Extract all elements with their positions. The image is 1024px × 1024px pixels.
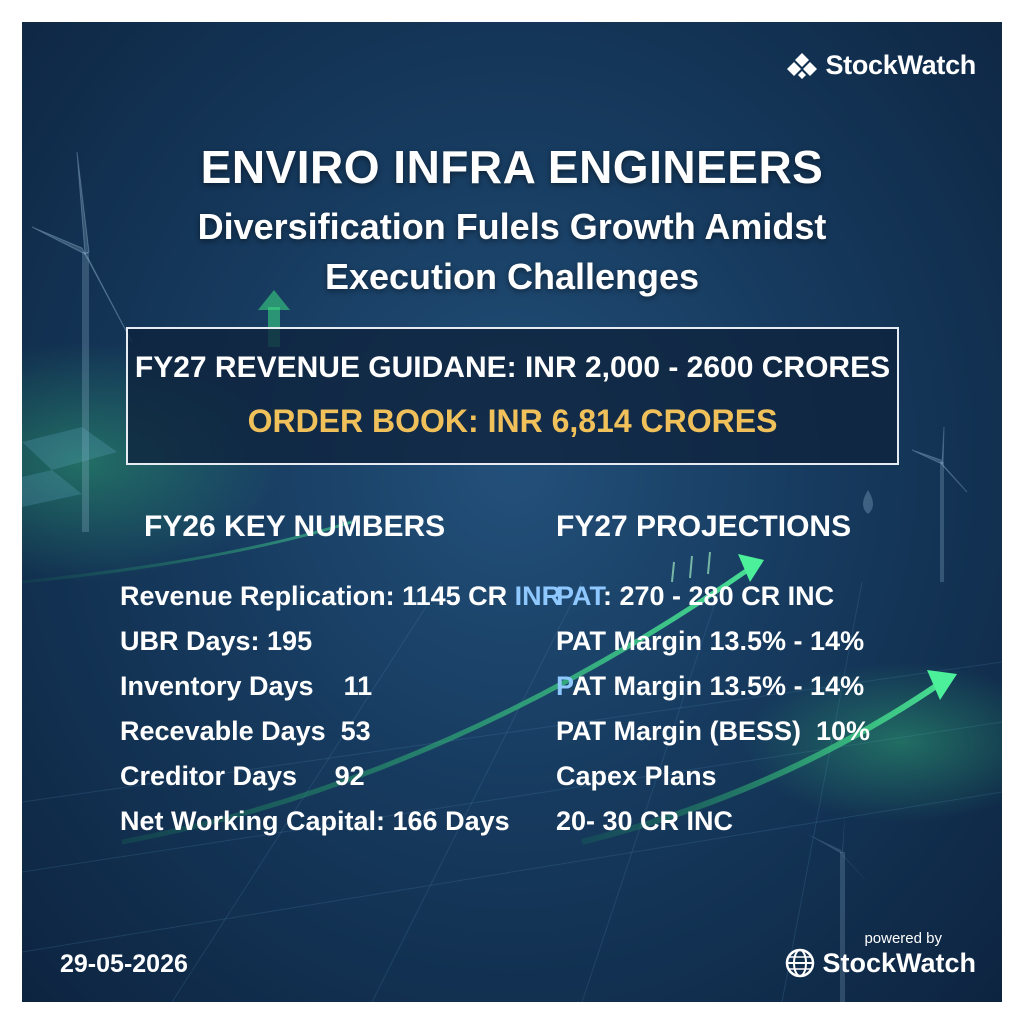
revenue-guidance: FY27 REVENUE GUIDANE: INR 2,000 - 2600 C… [134, 351, 891, 384]
list-item: Net Working Capital: 166 Days [120, 806, 510, 836]
infographic-card: StockWatch ENVIRO INFRA ENGINEERS Divers… [22, 22, 1002, 1002]
list-item: Creditor Days 92 [120, 761, 365, 791]
wind-turbine-icon [31, 151, 133, 532]
subtitle-line-2: Execution Challenges [324, 256, 700, 297]
growth-arrow-icon [22, 520, 957, 845]
list-item: UBR Days: 195 [120, 626, 313, 656]
small-arrows-icon [671, 551, 711, 583]
brand-logo: StockWatch [787, 50, 976, 81]
page-subtitle: Diversification Fulels Growth Amidst Exe… [22, 202, 1002, 302]
brand-name: StockWatch [825, 50, 976, 80]
wind-turbine-bottom-icon [807, 812, 872, 1002]
solar-panel-icon [22, 427, 117, 507]
list-item: PAT: 270 - 280 CR INC [556, 581, 835, 611]
list-item: Inventory Days 11 [120, 671, 373, 701]
page-title: ENVIRO INFRA ENGINEERS [200, 141, 824, 193]
fy26-heading: FY26 KEY NUMBERS [144, 510, 446, 543]
list-item: Recevable Days 53 [120, 716, 371, 746]
order-book: ORDER BOOK: INR 6,814 CRORES [247, 403, 778, 439]
list-item: Revenue Replication: 1145 CR INR [120, 581, 562, 611]
powered-by-badge: powered by StockWatch [784, 930, 976, 979]
powered-by-label: powered by [864, 930, 942, 947]
globe-icon [786, 948, 815, 978]
powered-brand-name: StockWatch [822, 947, 976, 978]
fy27-heading: FY27 PROJECTIONS [556, 510, 852, 543]
wind-turbine-small-icon [911, 426, 968, 582]
subtitle-line-1: Diversification Fulels Growth Amidst [197, 206, 827, 247]
fy27-list: PAT: 270 - 280 CR INC PAT Margin 13.5% -… [556, 574, 870, 844]
publish-date: 29-05-2026 [60, 950, 188, 978]
diamond-logo-icon [787, 52, 818, 79]
list-item: PAT Margin 13.5% - 14% [556, 626, 865, 656]
right-glow [742, 662, 1002, 822]
list-item: Capex Plans [556, 761, 717, 791]
list-item: 20- 30 CR INC [556, 806, 734, 836]
list-item: PAT Margin 13.5% - 14% [556, 671, 865, 701]
guidance-box: FY27 REVENUE GUIDANE: INR 2,000 - 2600 C… [126, 327, 899, 465]
list-item: PAT Margin (BESS) 10% [556, 716, 871, 746]
water-drop-icon [863, 490, 873, 514]
fy26-list: Revenue Replication: 1145 CR INR UBR Day… [120, 574, 561, 844]
